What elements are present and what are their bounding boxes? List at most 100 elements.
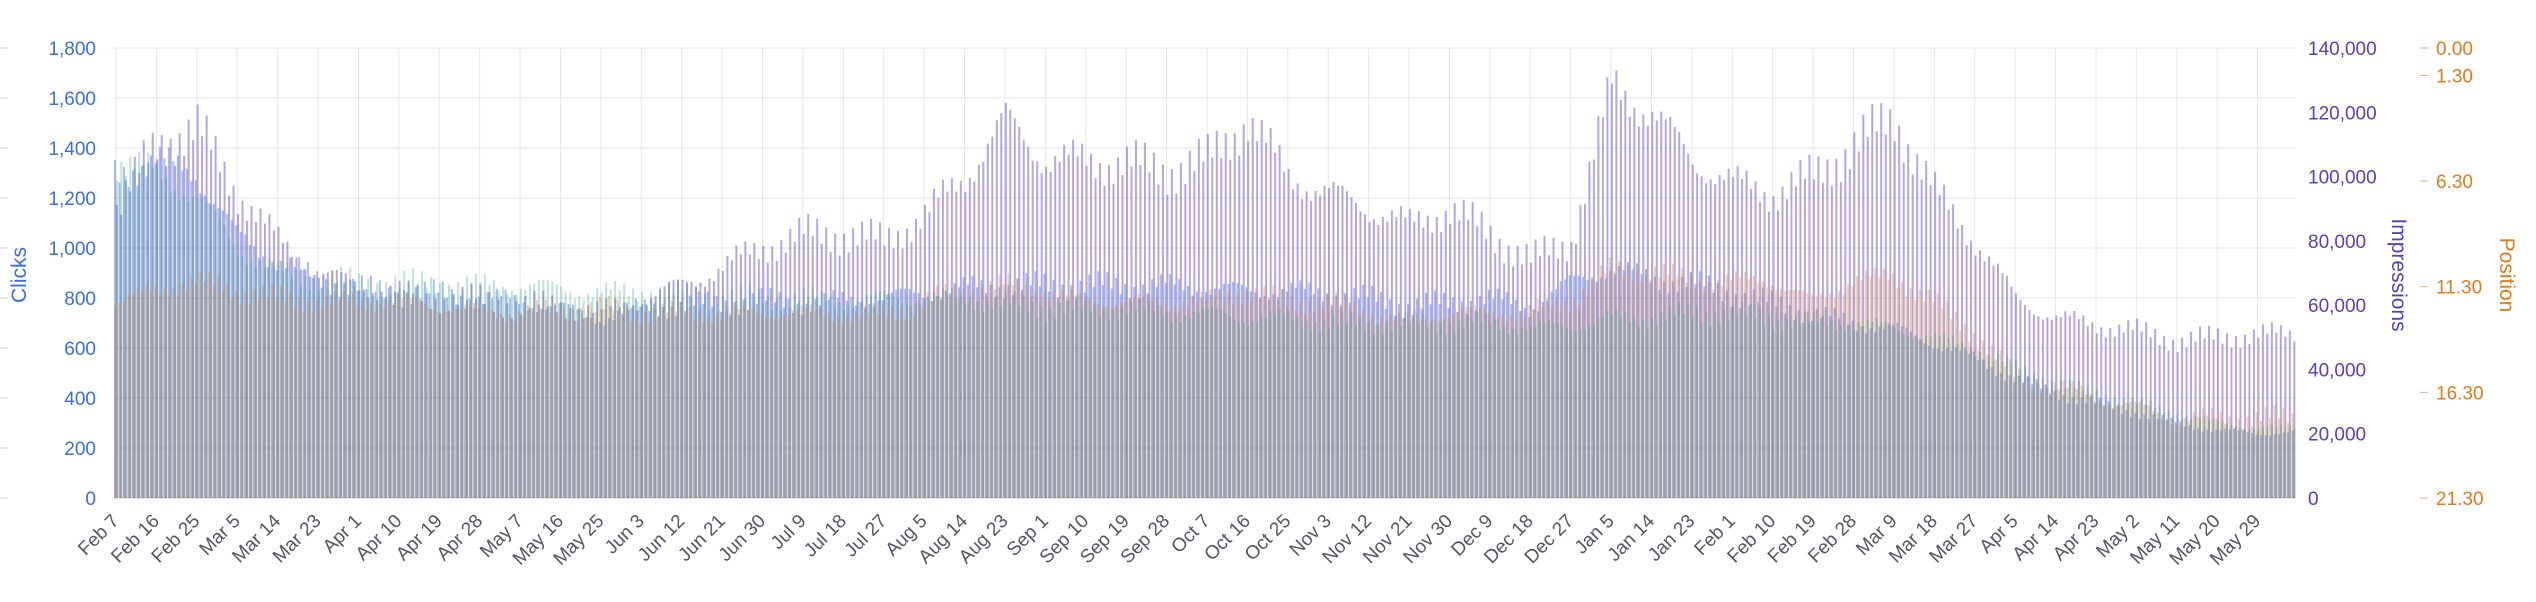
- bar-clicks: [1433, 290, 1436, 498]
- bar-ctr: [380, 297, 383, 498]
- bar-position: [1721, 285, 1724, 498]
- bar-clicks: [1056, 297, 1059, 498]
- bar-ctr: [699, 305, 702, 498]
- bar-ctr: [1319, 331, 1322, 498]
- bar-ctr: [1220, 310, 1223, 498]
- bar-clicks: [307, 262, 310, 498]
- bar-clicks: [392, 304, 395, 498]
- bar-ctr: [914, 302, 917, 498]
- bar-ctr: [546, 279, 549, 498]
- bar-position: [176, 295, 179, 498]
- bar-position: [2031, 389, 2034, 498]
- bar-clicks: [1887, 323, 1890, 498]
- bar-position: [1559, 311, 1562, 498]
- bar-impressions: [1004, 102, 1007, 498]
- bar-ctr: [1839, 325, 1842, 498]
- bar-impressions: [246, 221, 249, 498]
- clicks-tick-label: 1,800: [48, 39, 96, 60]
- bar-ctr: [1337, 323, 1340, 498]
- bar-position: [832, 321, 835, 498]
- bar-clicks: [266, 266, 269, 498]
- bar-clicks: [2049, 394, 2052, 498]
- clicks-tick-label: 1,200: [48, 189, 96, 210]
- bar-clicks: [917, 293, 920, 498]
- clicks-tick-label: 1,000: [48, 239, 96, 260]
- bar-impressions: [1655, 120, 1658, 498]
- bar-impressions: [587, 305, 590, 498]
- bar-clicks: [976, 287, 979, 498]
- bar-ctr: [1525, 330, 1528, 498]
- bar-position: [1501, 315, 1504, 498]
- bar-clicks: [747, 310, 750, 498]
- bar-ctr: [959, 292, 962, 498]
- bar-position: [1631, 280, 1634, 498]
- bar-ctr: [587, 293, 590, 498]
- bar-position: [1519, 310, 1522, 498]
- bar-position: [850, 321, 853, 498]
- bar-ctr: [214, 210, 217, 498]
- bar-ctr: [1606, 310, 1609, 498]
- bar-position: [1380, 316, 1383, 498]
- x-tick-label: Jan 23: [1644, 511, 1699, 566]
- bar-impressions: [1292, 189, 1295, 498]
- bar-impressions: [331, 270, 334, 498]
- bar-clicks: [199, 193, 202, 498]
- bar-ctr: [533, 284, 536, 498]
- bar-ctr: [1054, 318, 1057, 498]
- bar-impressions: [748, 254, 751, 498]
- bar-ctr: [1646, 328, 1649, 498]
- bar-ctr: [192, 196, 195, 498]
- bar-clicks: [697, 291, 700, 498]
- bar-position: [1770, 285, 1773, 498]
- bar-ctr: [335, 282, 338, 498]
- bar-impressions: [1009, 109, 1012, 498]
- bar-clicks: [1312, 294, 1315, 498]
- bar-impressions: [2032, 314, 2035, 498]
- bar-impressions: [1848, 169, 1851, 498]
- bar-clicks: [773, 302, 777, 498]
- bar-position: [580, 307, 583, 498]
- bar-position: [1977, 349, 1980, 498]
- bar-position: [482, 305, 485, 498]
- bar-ctr: [1408, 323, 1411, 498]
- bar-impressions: [362, 289, 365, 498]
- bar-clicks: [1038, 286, 1041, 498]
- bar-impressions: [1274, 152, 1277, 498]
- bar-ctr: [1476, 312, 1479, 498]
- bar-impressions: [2185, 347, 2188, 498]
- bar-clicks: [720, 311, 723, 498]
- bar-position: [2120, 405, 2123, 498]
- bar-impressions: [1606, 77, 1609, 498]
- bar-position: [1806, 293, 1809, 498]
- bar-impressions: [1597, 116, 1600, 498]
- bar-ctr: [1345, 322, 1348, 498]
- x-tick-label: Jul 18: [800, 511, 851, 562]
- bar-clicks: [621, 313, 624, 498]
- bar-position: [2260, 421, 2263, 498]
- bar-position: [998, 275, 1001, 498]
- bar-ctr: [870, 294, 873, 498]
- bar-impressions: [1970, 240, 1973, 498]
- bar-position: [185, 289, 188, 498]
- bar-impressions: [1750, 188, 1753, 499]
- bar-ctr: [1871, 322, 1874, 498]
- bar-ctr: [1161, 316, 1164, 498]
- bar-ctr: [1278, 308, 1281, 498]
- bar-impressions: [1574, 243, 1577, 498]
- bar-position: [334, 291, 337, 498]
- bar-clicks: [688, 295, 691, 498]
- bar-position: [1411, 318, 1414, 498]
- bar-clicks: [1864, 333, 1868, 498]
- bar-impressions: [1148, 172, 1151, 498]
- bar-impressions: [344, 273, 347, 498]
- bar-impressions: [1678, 131, 1681, 499]
- impressions-tick-label: 100,000: [2308, 168, 2377, 189]
- bar-position: [2107, 404, 2110, 498]
- bar-clicks: [1676, 291, 1679, 498]
- bar-position: [571, 309, 574, 498]
- bar-clicks: [1420, 308, 1423, 498]
- bar-clicks: [2080, 396, 2083, 498]
- bar-position: [1833, 297, 1836, 498]
- bar-position: [1451, 314, 1454, 498]
- bar-position: [769, 317, 772, 498]
